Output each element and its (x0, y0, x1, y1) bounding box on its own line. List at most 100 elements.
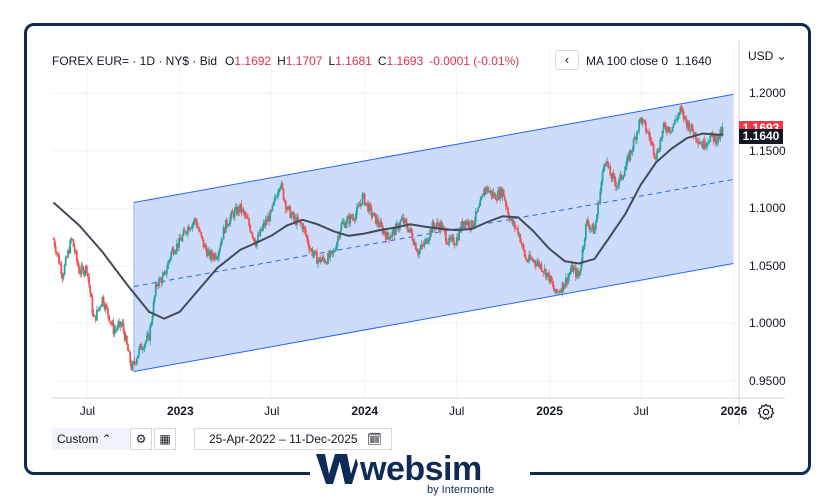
ma-legend[interactable]: MA 100 close 0 1.1640 (586, 52, 711, 70)
candle-body (263, 222, 266, 226)
timeframe-selector[interactable]: Custom ⌃ (52, 428, 130, 450)
candle-body (592, 224, 595, 234)
candle-body (81, 265, 84, 268)
candle-body (204, 244, 207, 250)
candle-body (270, 210, 273, 212)
candle-body (282, 188, 285, 200)
candle-body (570, 265, 573, 272)
candle-body (154, 283, 157, 296)
candle-body (474, 211, 477, 222)
candle-body (152, 301, 155, 317)
candle-body (332, 251, 335, 254)
candle-body (55, 252, 58, 254)
range-end: 11-Dec-2025 (289, 432, 358, 446)
candle-body (360, 203, 363, 205)
candle-body (476, 211, 478, 213)
candle-body (470, 220, 473, 229)
candle-body (183, 230, 186, 232)
candle-body (280, 183, 283, 188)
x-tick-label: Jul (264, 404, 280, 418)
candle-body (172, 248, 175, 255)
candle-body (350, 215, 353, 219)
candle-body (603, 163, 606, 168)
candle-body (452, 237, 455, 245)
ma-label: MA 100 close 0 (586, 54, 669, 68)
candle-body (707, 142, 709, 144)
candle-body (498, 190, 501, 199)
candle-body (123, 331, 126, 341)
candle-body (278, 189, 281, 193)
candle-body (492, 192, 495, 197)
candle-body (682, 111, 685, 119)
candle-body (407, 228, 409, 233)
gear-icon[interactable] (757, 403, 775, 421)
y-tick-label: 0.9500 (749, 373, 786, 388)
candle-body (569, 271, 572, 275)
candle-body (647, 131, 649, 133)
candle-body (700, 143, 703, 145)
candle-body (580, 262, 583, 270)
candle-body (591, 224, 594, 228)
currency-selector[interactable]: USD ⌄ (748, 49, 787, 63)
candle-body (184, 230, 187, 234)
candle-body (670, 131, 673, 132)
calendar-icon[interactable]: 🗓 (366, 432, 383, 446)
candle-body (510, 218, 513, 220)
candle-body (274, 197, 277, 199)
candle-body (549, 276, 552, 282)
candle-body (671, 126, 674, 132)
candle-body (343, 222, 346, 228)
table-icon[interactable]: ▦ (154, 428, 176, 450)
candle-body (208, 250, 211, 252)
candle-body (507, 208, 509, 215)
candle-body (155, 283, 158, 285)
date-range-selector[interactable]: 25-Apr-2022 – 11-Dec-2025 🗓 (194, 428, 392, 450)
candle-body (289, 206, 292, 218)
ma-price-badge: 1.1640 (739, 128, 783, 144)
candle-body (400, 219, 403, 222)
candle-body (608, 166, 611, 168)
candle-body (550, 276, 553, 282)
candle-body (68, 250, 70, 254)
candle-body (376, 218, 378, 224)
chevron-left-icon[interactable]: ‹ (555, 50, 579, 70)
candle-body (329, 251, 332, 258)
candle-body (140, 344, 143, 350)
candle-body (191, 223, 194, 228)
candle-body (312, 254, 315, 256)
x-tick-label: 2023 (166, 404, 194, 418)
candle-body (174, 250, 177, 253)
candle-body (103, 304, 106, 310)
high-value: 1.1707 (285, 54, 323, 68)
candle-body (149, 326, 152, 341)
candle-body (79, 273, 82, 275)
candle-body (520, 242, 523, 244)
candle-body (356, 207, 358, 215)
candle-body (451, 237, 454, 238)
candle-body (82, 267, 85, 275)
candle-body (53, 239, 56, 247)
candle-body (132, 361, 135, 364)
candle-body (494, 194, 497, 201)
candle-body (73, 246, 76, 252)
candle-body (668, 127, 671, 132)
candle-body (410, 228, 413, 234)
candle-body (324, 262, 327, 263)
low-value: 1.1681 (335, 54, 372, 68)
symbol-label[interactable]: FOREX EUR= · 1D · NY$ · Bid (52, 54, 218, 68)
gear-icon[interactable]: ⚙ (130, 428, 152, 450)
candle-body (102, 296, 105, 305)
candle-body (120, 324, 123, 327)
candle-body (567, 276, 569, 284)
candle-body (703, 139, 706, 148)
candle-body (279, 187, 282, 190)
candle-body (129, 351, 132, 363)
candle-body (429, 229, 432, 239)
candle-body (574, 267, 577, 277)
candle-body (648, 131, 651, 137)
candle-body (117, 324, 119, 329)
candle-body (692, 131, 695, 136)
candle-body (162, 273, 165, 276)
candle-body (52, 239, 55, 241)
